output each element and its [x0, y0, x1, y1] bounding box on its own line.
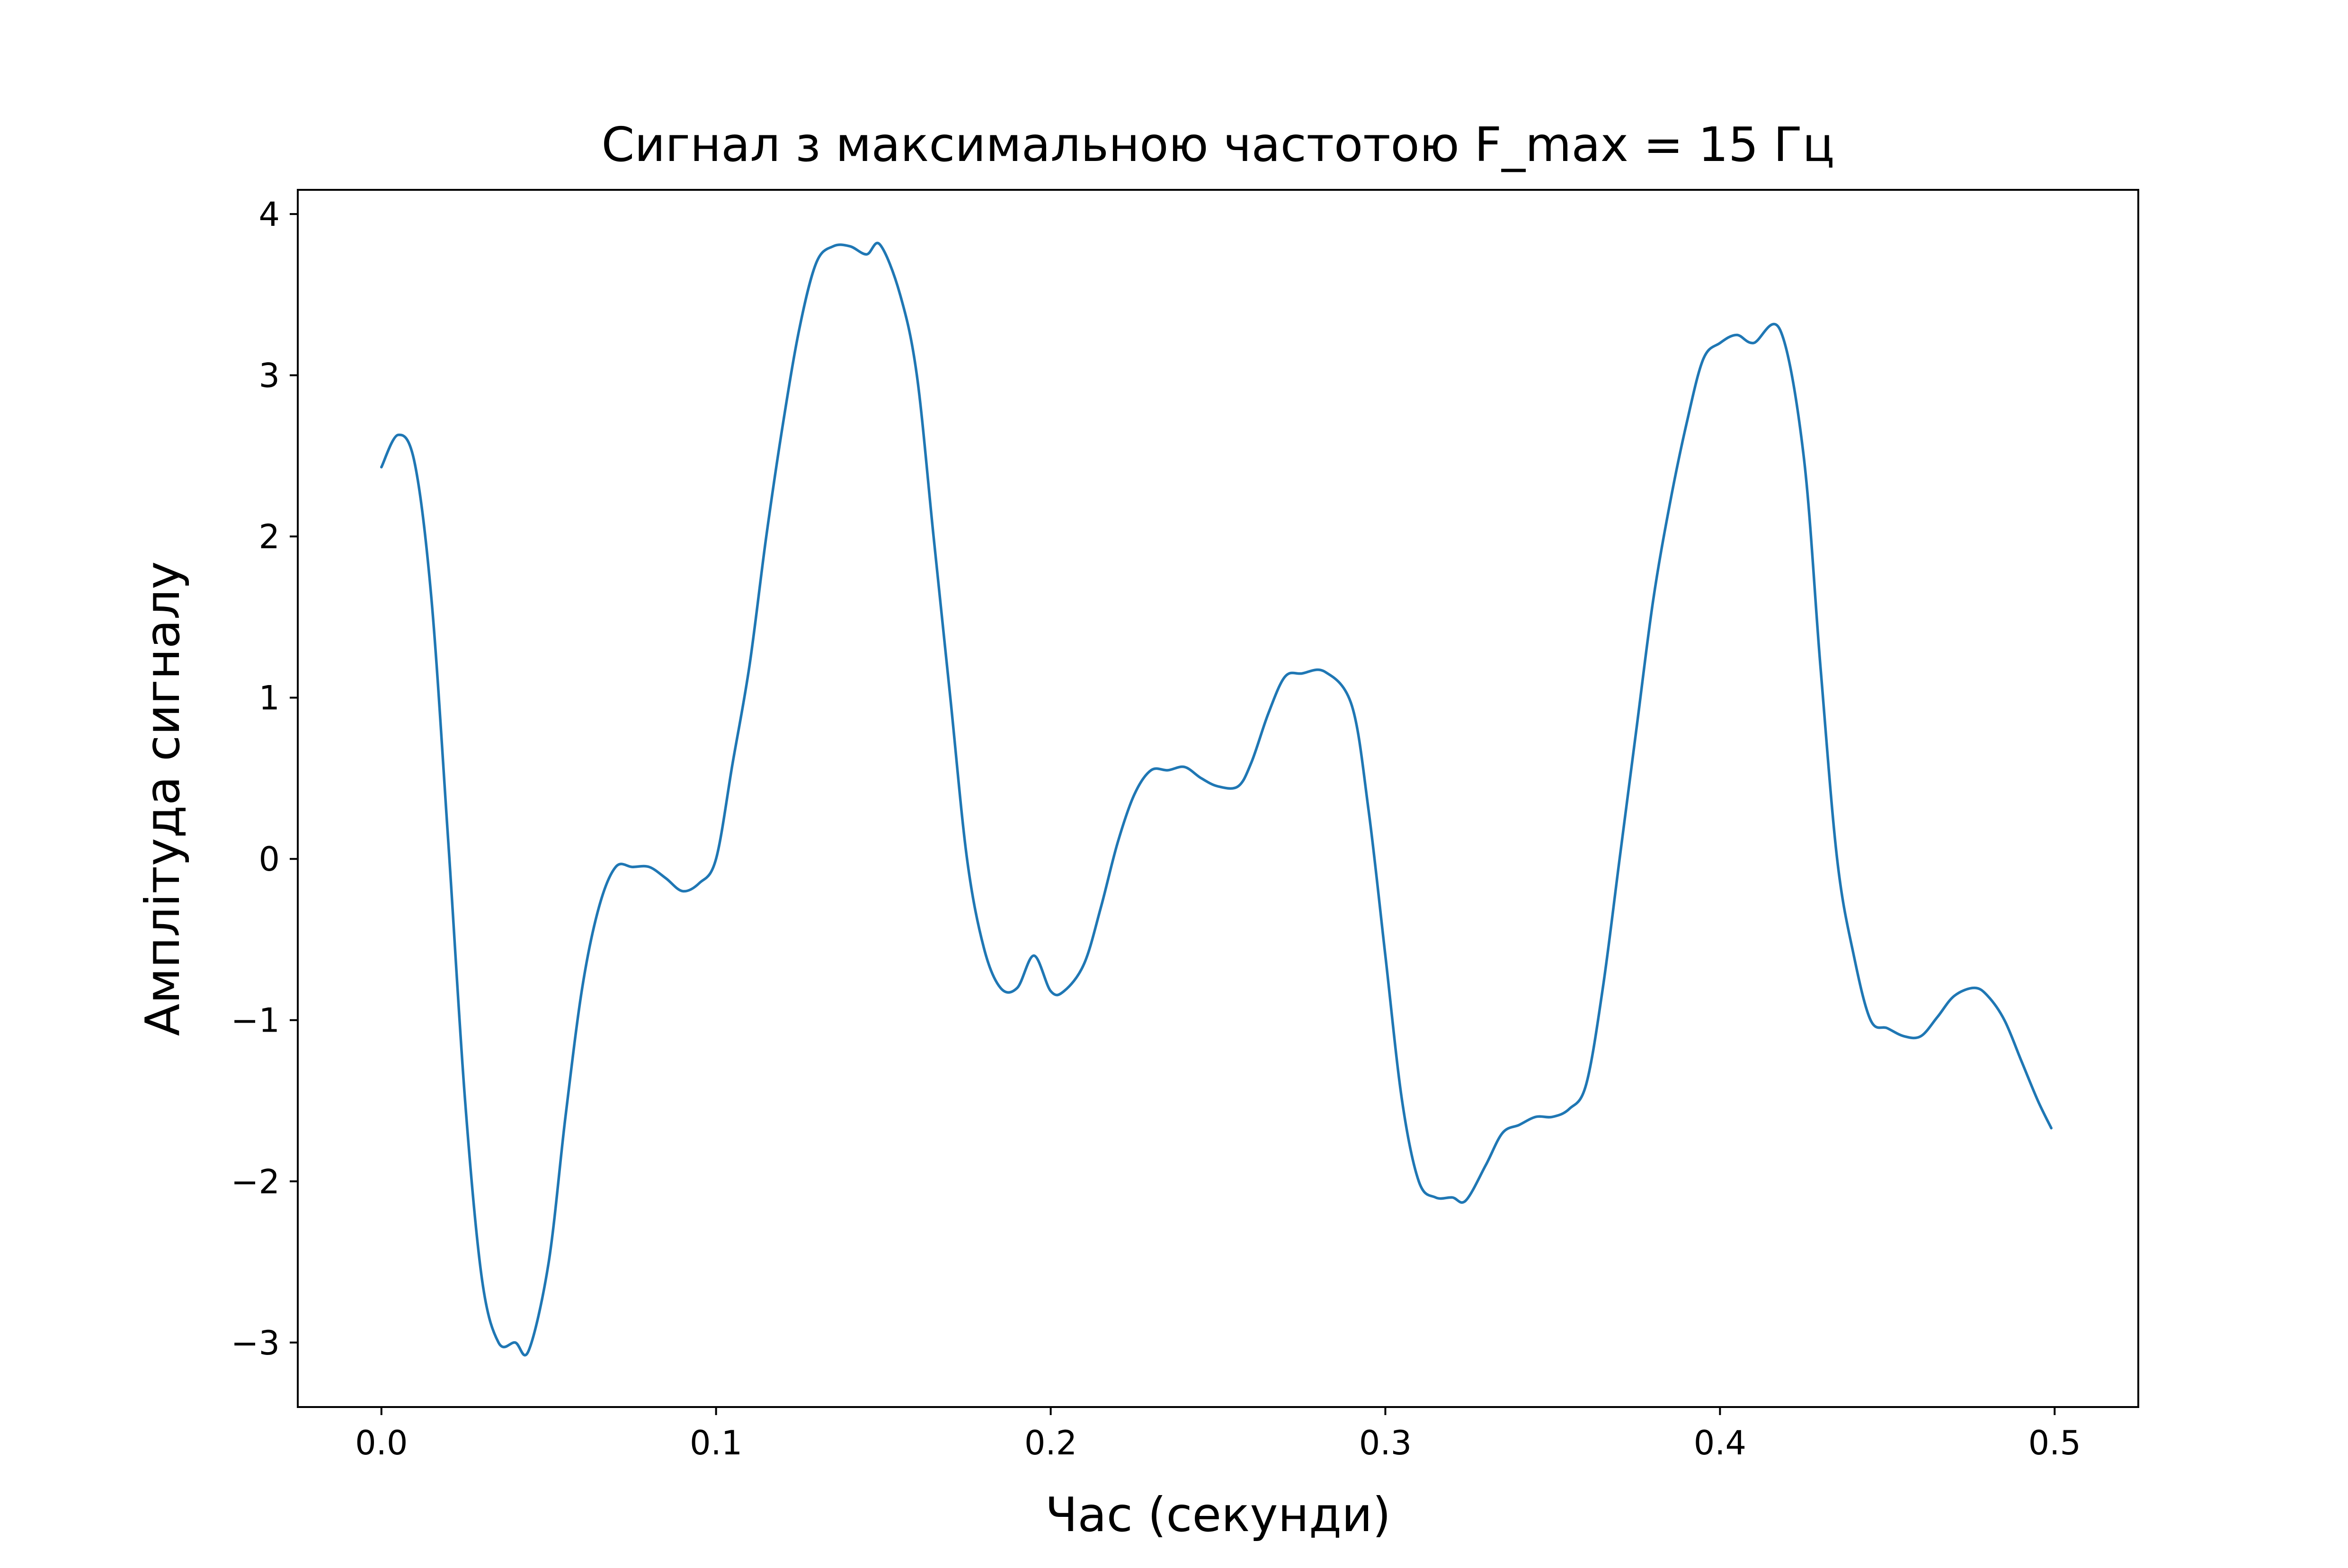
y-tick-label: −1	[231, 1001, 280, 1040]
x-tick-label: 0.0	[355, 1424, 408, 1462]
x-tick-label: 0.5	[2028, 1424, 2081, 1462]
x-tick-label: 0.4	[1694, 1424, 1746, 1462]
y-axis-ticks: −3 −2 −1 0 1 2 3 4	[231, 195, 298, 1363]
y-tick-label: −2	[231, 1162, 280, 1201]
y-axis-label: Амплітуда сигналу	[135, 561, 190, 1036]
x-axis-label: Час (секунди)	[1045, 1487, 1391, 1542]
x-axis-ticks: 0.0 0.1 0.2 0.3 0.4 0.5	[355, 1407, 2081, 1462]
y-tick-label: 4	[258, 195, 280, 234]
y-tick-label: 2	[258, 517, 280, 556]
y-tick-label: 3	[258, 356, 280, 395]
y-tick-label: 0	[258, 840, 280, 879]
y-tick-label: −3	[231, 1324, 280, 1363]
y-tick-label: 1	[258, 679, 280, 718]
x-tick-label: 0.3	[1359, 1424, 1412, 1462]
x-tick-label: 0.1	[690, 1424, 742, 1462]
signal-line	[380, 241, 2053, 1356]
x-tick-label: 0.2	[1024, 1424, 1077, 1462]
chart-title: Сигнал з максимальною частотою F_max = 1…	[602, 117, 1835, 172]
plot-frame	[297, 189, 2139, 1408]
plot-area	[297, 189, 2139, 1408]
